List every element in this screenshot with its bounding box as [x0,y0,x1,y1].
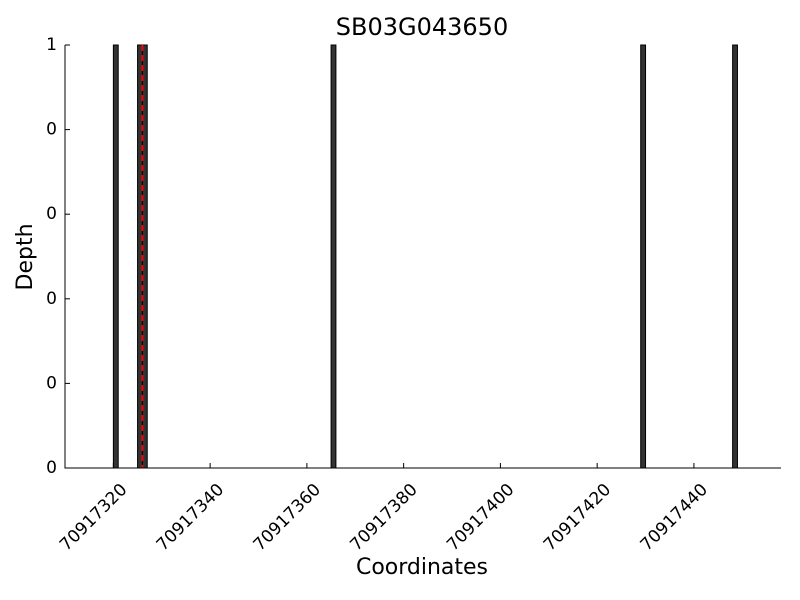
x-tick-label: 70917360 [250,480,325,555]
x-axis-label: Coordinates [356,555,488,580]
x-tick-label: 70917400 [443,480,518,555]
x-tick-label: 70917380 [346,480,421,555]
x-tick-label: 70917320 [56,480,131,555]
x-tick-label: 70917420 [540,480,615,555]
y-tick-label: 0 [46,289,57,309]
chart-title: SB03G043650 [336,13,508,41]
bar [732,44,738,469]
y-tick-label: 0 [46,458,57,478]
y-tick-label: 1 [46,35,57,55]
x-tick-label: 70917340 [153,480,228,555]
y-tick-label: 0 [46,373,57,393]
axes-frame [64,45,781,469]
bar [330,44,337,469]
bar [640,44,647,469]
x-tick-label: 70917440 [637,480,712,555]
y-tick-label: 0 [46,204,57,224]
y-axis-label: Depth [13,223,38,290]
bar [112,44,119,469]
y-tick-label: 0 [46,120,57,140]
